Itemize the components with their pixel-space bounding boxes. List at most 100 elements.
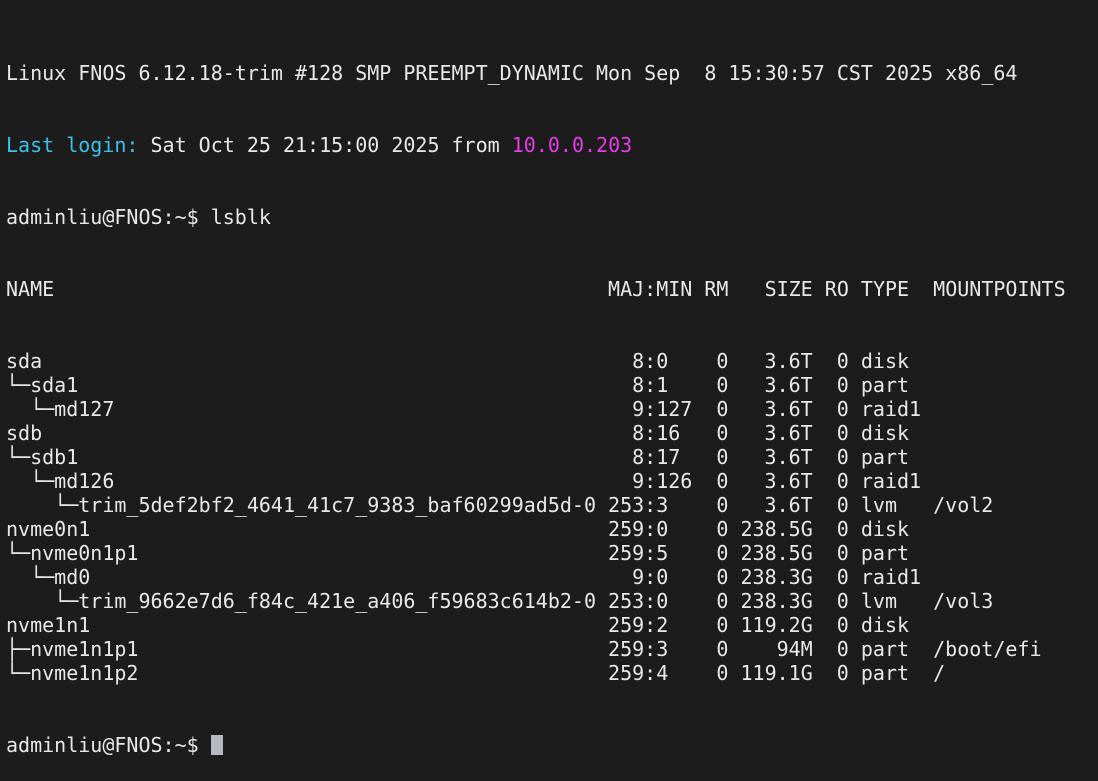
size: 3.6T [764, 493, 813, 517]
header-type: TYPE [860, 277, 910, 301]
major-number: 259 [608, 517, 645, 541]
device-name: └─md126 [6, 469, 115, 493]
header-mountpoints: MOUNTPOINTS [933, 277, 1066, 301]
minor-number: 2 [656, 613, 669, 637]
size: 3.6T [764, 445, 813, 469]
device-type: lvm [860, 589, 898, 613]
device-name: sdb [6, 421, 43, 445]
device-type: disk [860, 517, 910, 541]
readonly-flag: 0 [836, 421, 849, 445]
major-number: 259 [608, 541, 645, 565]
readonly-flag: 0 [836, 541, 849, 565]
table-row: └─trim_9662e7d6_f84c_421e_a406_f59683c61… [6, 589, 994, 613]
size: 3.6T [764, 349, 813, 373]
device-type: part [860, 445, 910, 469]
table-row: ├─nvme1n1p1 259:3 0 94M 0 part /boot/efi [6, 637, 1042, 661]
readonly-flag: 0 [836, 373, 849, 397]
major-number: 253 [608, 493, 645, 517]
size: 238.3G [740, 589, 813, 613]
device-name: └─trim_9662e7d6_f84c_421e_a406_f59683c61… [6, 589, 597, 613]
table-row: └─sdb1 8:17 0 3.6T 0 part [6, 445, 1066, 469]
readonly-flag: 0 [836, 517, 849, 541]
table-row: nvme1n1 259:2 0 119.2G 0 disk [6, 613, 1066, 637]
table-row: └─md126 9:126 0 3.6T 0 raid1 [6, 469, 922, 493]
size: 119.1G [740, 661, 813, 685]
minor-number: 0 [656, 517, 669, 541]
prompt: adminliu@FNOS:~$ [6, 733, 211, 757]
major-number: 9 [632, 469, 645, 493]
minor-number: 3 [656, 637, 669, 661]
readonly-flag: 0 [836, 349, 849, 373]
terminal-output[interactable]: Linux FNOS 6.12.18-trim #128 SMP PREEMPT… [6, 13, 1066, 781]
device-type: raid1 [860, 469, 922, 493]
readonly-flag: 0 [836, 397, 849, 421]
minor-number: 1 [656, 373, 669, 397]
header-ro: RO [824, 277, 849, 301]
header-size: SIZE [764, 277, 813, 301]
device-type: disk [860, 421, 910, 445]
table-row: └─md127 9:127 0 3.6T 0 raid1 [6, 397, 922, 421]
removable-flag: 0 [716, 373, 729, 397]
major-number: 253 [608, 589, 645, 613]
size: 119.2G [740, 613, 813, 637]
removable-flag: 0 [716, 349, 729, 373]
size: 94M [776, 637, 813, 661]
size: 3.6T [764, 469, 813, 493]
device-name: └─md127 [6, 397, 115, 421]
size: 3.6T [764, 397, 813, 421]
device-name: └─sdb1 [6, 445, 79, 469]
header-name: NAME [6, 277, 55, 301]
header-rm: RM [704, 277, 729, 301]
device-name: nvme0n1 [6, 517, 91, 541]
command: lsblk [210, 205, 271, 229]
table-row: sdb 8:16 0 3.6T 0 disk [6, 421, 1066, 445]
device-type: raid1 [860, 397, 922, 421]
minor-number: 3 [656, 493, 669, 517]
mountpoint: /vol3 [933, 589, 994, 613]
table-row: └─nvme0n1p1 259:5 0 238.5G 0 part [6, 541, 1066, 565]
removable-flag: 0 [716, 517, 729, 541]
readonly-flag: 0 [836, 493, 849, 517]
removable-flag: 0 [716, 445, 729, 469]
major-number: 9 [632, 565, 645, 589]
device-name: └─md0 [6, 565, 91, 589]
last-login-text: Sat Oct 25 21:15:00 2025 from [138, 133, 512, 157]
device-type: part [860, 661, 910, 685]
table-rows: sda 8:0 0 3.6T 0 disk └─sda1 8:1 0 3.6T … [6, 349, 1066, 685]
device-type: raid1 [860, 565, 922, 589]
table-row: └─md0 9:0 0 238.3G 0 raid1 [6, 565, 922, 589]
header-majmin: MAJ:MIN [608, 277, 693, 301]
removable-flag: 0 [716, 589, 729, 613]
mountpoint: /boot/efi [933, 637, 1042, 661]
removable-flag: 0 [716, 469, 729, 493]
last-login-label: Last login: [6, 133, 139, 157]
last-login-line: Last login: Sat Oct 25 21:15:00 2025 fro… [6, 133, 1066, 157]
device-type: disk [860, 349, 910, 373]
major-number: 259 [608, 661, 645, 685]
minor-number: 127 [656, 397, 693, 421]
cursor [210, 735, 223, 755]
device-name: └─trim_5def2bf2_4641_41c7_9383_baf60299a… [6, 493, 597, 517]
minor-number: 16 [656, 421, 681, 445]
last-login-ip: 10.0.0.203 [511, 133, 633, 157]
removable-flag: 0 [716, 541, 729, 565]
command-line-current[interactable]: adminliu@FNOS:~$ [6, 733, 1066, 757]
device-name: nvme1n1 [6, 613, 91, 637]
device-name: sda [6, 349, 43, 373]
size: 3.6T [764, 421, 813, 445]
readonly-flag: 0 [836, 637, 849, 661]
size: 238.5G [740, 517, 813, 541]
major-number: 8 [632, 445, 645, 469]
readonly-flag: 0 [836, 565, 849, 589]
mountpoint: /vol2 [933, 493, 994, 517]
device-type: part [860, 637, 910, 661]
minor-number: 0 [656, 349, 669, 373]
size: 3.6T [764, 373, 813, 397]
table-header: NAME MAJ:MIN RM SIZE RO TYPE MOUNTPOINTS [6, 277, 1066, 301]
removable-flag: 0 [716, 661, 729, 685]
removable-flag: 0 [716, 397, 729, 421]
readonly-flag: 0 [836, 589, 849, 613]
readonly-flag: 0 [836, 613, 849, 637]
major-number: 9 [632, 397, 645, 421]
table-row: └─nvme1n1p2 259:4 0 119.1G 0 part / [6, 661, 946, 685]
